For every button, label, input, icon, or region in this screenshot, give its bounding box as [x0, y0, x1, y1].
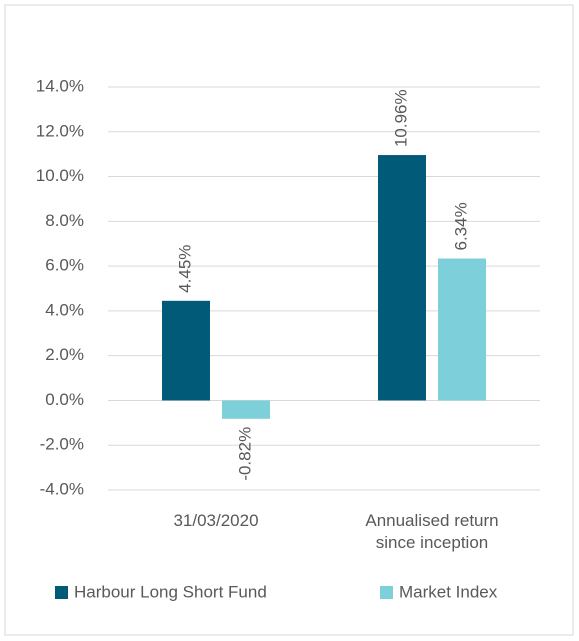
legend-swatch [55, 586, 68, 599]
legend-label: Harbour Long Short Fund [74, 582, 267, 601]
x-tick-label: Annualised return since inception [365, 511, 499, 552]
bar [162, 300, 210, 401]
y-tick-label: 8.0% [45, 211, 84, 230]
y-tick-label: 4.0% [45, 300, 84, 319]
legend-label: Market Index [399, 582, 498, 601]
value-label: 10.96% [391, 89, 410, 147]
y-tick-label: 10.0% [36, 166, 84, 185]
value-label: 4.45% [175, 245, 194, 293]
y-tick-label: 2.0% [45, 345, 84, 364]
y-tick-label: 14.0% [36, 76, 84, 95]
chart-border [4, 4, 574, 636]
y-tick-label: 0.0% [45, 390, 84, 409]
bar [438, 258, 486, 401]
bar [222, 400, 270, 419]
value-label: -0.82% [235, 427, 254, 481]
y-tick-label: -4.0% [40, 479, 84, 498]
value-label: 6.34% [451, 202, 470, 250]
y-tick-label: 12.0% [36, 121, 84, 140]
y-tick-label: -2.0% [40, 435, 84, 454]
bar [378, 155, 426, 401]
x-tick-label: 31/03/2020 [173, 511, 259, 530]
legend-swatch [380, 586, 393, 599]
y-tick-label: 6.0% [45, 256, 84, 275]
